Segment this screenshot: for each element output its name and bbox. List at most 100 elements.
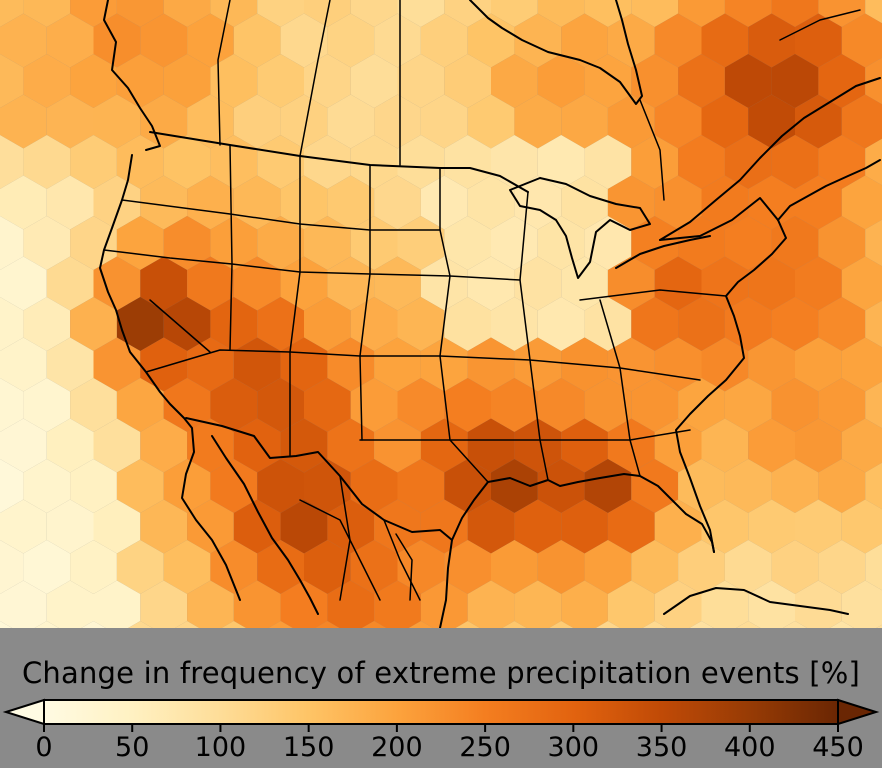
hex-cell — [841, 580, 882, 628]
hex-cell — [233, 418, 281, 473]
hex-cell — [257, 378, 304, 432]
hex-cell — [771, 54, 819, 108]
colorbar-tick-label: 100 — [194, 732, 247, 763]
hex-cell — [93, 418, 141, 473]
hex-cell — [374, 13, 421, 68]
hex-cell — [233, 580, 281, 628]
hex-cell — [724, 540, 772, 594]
hex-cell — [631, 378, 679, 432]
hex-cell — [304, 459, 351, 513]
colorbar — [2, 698, 880, 732]
hex-cell — [654, 94, 702, 149]
hex-cell — [724, 459, 772, 513]
hex-cell — [210, 540, 258, 594]
hex-cell — [280, 418, 328, 473]
hex-cell — [561, 499, 608, 554]
hex-cell — [46, 94, 94, 149]
hex-cell — [701, 337, 749, 392]
hex-cell — [408, 621, 434, 628]
hex-cell — [584, 0, 632, 27]
hex-cell — [748, 418, 795, 473]
hex-cell — [748, 337, 795, 392]
hex-cell — [70, 216, 117, 270]
hex-cell — [233, 13, 281, 68]
hex-cell — [163, 0, 211, 27]
hex-cell — [865, 219, 882, 267]
coastline-alaska-bc — [103, 0, 161, 151]
hex-cell — [93, 256, 141, 311]
hex-cell — [420, 418, 468, 473]
hex-cell — [607, 13, 655, 68]
hex-cell — [304, 135, 351, 189]
hex-cell — [444, 0, 491, 27]
hex-cell — [280, 580, 328, 628]
hex-cell — [444, 378, 491, 432]
hex-cell — [0, 459, 24, 513]
hex-cell — [397, 135, 445, 189]
colorbar-tick-label: 300 — [547, 732, 600, 763]
hex-cell — [701, 13, 749, 68]
coastline-pacific — [99, 154, 241, 601]
hex-cell — [514, 580, 562, 628]
hex-cell — [174, 621, 200, 628]
hex-cell — [865, 0, 882, 24]
hex-cell — [678, 135, 725, 189]
hex-cell — [70, 378, 117, 432]
hex-cell — [397, 0, 445, 27]
hex-cell — [444, 216, 491, 270]
colorbar-tick-label: 250 — [459, 732, 511, 763]
hex-cell — [327, 580, 375, 628]
hex-cell — [607, 175, 655, 230]
hex-cell — [795, 256, 842, 311]
hex-cell — [350, 135, 398, 189]
colorbar-tick-label: 450 — [812, 732, 864, 763]
hex-cell — [268, 621, 293, 628]
hex-cell — [116, 54, 164, 108]
hex-cell — [187, 499, 234, 554]
hex-cell — [46, 499, 94, 554]
colorbar-tick-label: 350 — [635, 732, 688, 763]
colorbar-gradient — [43, 699, 839, 725]
hex-cell — [561, 418, 608, 473]
coastline-st-lawrence — [659, 77, 881, 241]
hex-cell — [701, 256, 749, 311]
hex-cell — [350, 54, 398, 108]
hex-cell — [257, 216, 304, 270]
hex-cell — [350, 459, 398, 513]
hex-cell — [467, 418, 515, 473]
hex-cell — [327, 13, 375, 68]
hex-cell — [327, 499, 375, 554]
hex-cell — [865, 300, 882, 348]
hex-cell — [70, 540, 117, 594]
hex-cell — [584, 297, 632, 351]
hex-cell — [829, 621, 854, 628]
hex-cell — [93, 175, 141, 230]
hex-cell — [654, 256, 702, 311]
hex-cell — [724, 54, 772, 108]
hex-cell — [654, 499, 702, 554]
hex-cell — [444, 297, 491, 351]
hex-cell — [631, 216, 679, 270]
hex-cell — [748, 256, 795, 311]
hex-cell — [561, 256, 608, 311]
hex-cell — [70, 135, 117, 189]
hex-cell — [420, 499, 468, 554]
hex-cell — [0, 621, 13, 628]
hex-cell — [397, 459, 445, 513]
hex-cell — [350, 540, 398, 594]
colorbar-extend-min — [2, 698, 45, 726]
hex-cell — [0, 0, 24, 27]
lake-erie-ontario — [615, 235, 711, 269]
hex-cell — [467, 580, 515, 628]
hex-cell — [491, 459, 538, 513]
hex-cell — [374, 418, 421, 473]
hex-cell — [771, 540, 819, 594]
hex-cell — [818, 378, 866, 432]
hex-cell — [210, 135, 258, 189]
colorbar-tick-label: 150 — [282, 732, 335, 763]
coastline-mexico-gulf — [439, 473, 715, 628]
border-us-mexico — [185, 417, 453, 541]
hexbin-map — [0, 0, 882, 628]
hex-cell — [771, 297, 819, 351]
